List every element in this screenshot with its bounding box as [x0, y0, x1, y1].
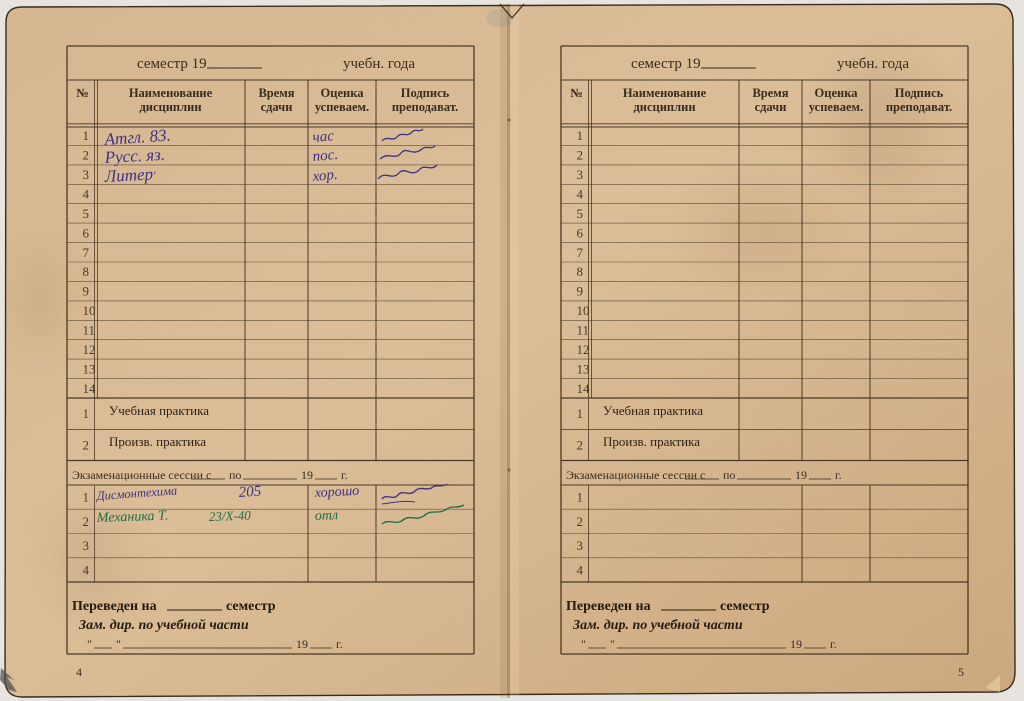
svg-text:1: 1 — [83, 406, 90, 421]
svg-text:пос.: пос. — [312, 147, 339, 165]
svg-text:отл: отл — [315, 508, 339, 524]
svg-text:10: 10 — [83, 303, 96, 318]
svg-text:3: 3 — [577, 538, 584, 553]
svg-text:4: 4 — [76, 665, 82, 679]
svg-text:5: 5 — [83, 206, 90, 221]
svg-text:5: 5 — [577, 206, 584, 221]
svg-text:9: 9 — [577, 284, 584, 299]
svg-text:205: 205 — [238, 483, 262, 501]
svg-text:хор.: хор. — [311, 167, 338, 185]
svg-text:3: 3 — [577, 167, 584, 182]
svg-text:8: 8 — [83, 264, 90, 279]
svg-text:13: 13 — [577, 361, 590, 376]
svg-text:4: 4 — [83, 562, 90, 577]
svg-text:8: 8 — [577, 264, 584, 279]
svg-text:Литер': Литер' — [103, 164, 156, 186]
svg-text:9: 9 — [83, 284, 90, 299]
svg-text:1: 1 — [577, 406, 584, 421]
svg-text:14: 14 — [83, 381, 97, 396]
svg-text:1: 1 — [83, 490, 90, 505]
svg-text:5: 5 — [958, 665, 964, 679]
svg-text:2: 2 — [83, 438, 90, 453]
svg-text:2: 2 — [577, 438, 584, 453]
svg-text:2: 2 — [83, 148, 90, 163]
svg-text:7: 7 — [83, 245, 90, 260]
svg-text:Механика Т.: Механика Т. — [96, 509, 169, 527]
svg-text:4: 4 — [577, 187, 584, 202]
svg-text:2: 2 — [577, 148, 584, 163]
svg-text:1: 1 — [577, 490, 584, 505]
svg-text:2: 2 — [577, 514, 584, 529]
svg-text:7: 7 — [577, 245, 584, 260]
svg-text:13: 13 — [83, 361, 96, 376]
svg-text:4: 4 — [83, 187, 90, 202]
svg-text:6: 6 — [577, 225, 584, 240]
svg-text:хорошо: хорошо — [313, 484, 359, 501]
svg-text:час: час — [312, 128, 335, 146]
svg-text:1: 1 — [83, 128, 90, 143]
svg-text:12: 12 — [577, 342, 590, 357]
svg-text:Русс. яз.: Русс. яз. — [103, 145, 165, 167]
svg-text:11: 11 — [83, 323, 96, 338]
svg-text:23/X-40: 23/X-40 — [209, 508, 252, 524]
svg-text:2: 2 — [83, 514, 90, 529]
svg-text:3: 3 — [83, 167, 90, 182]
svg-text:4: 4 — [577, 562, 584, 577]
svg-text:14: 14 — [577, 381, 591, 396]
svg-text:1: 1 — [577, 128, 584, 143]
svg-text:11: 11 — [577, 323, 590, 338]
svg-text:6: 6 — [83, 225, 90, 240]
svg-text:3: 3 — [83, 538, 90, 553]
svg-text:10: 10 — [577, 303, 590, 318]
svg-text:12: 12 — [83, 342, 96, 357]
